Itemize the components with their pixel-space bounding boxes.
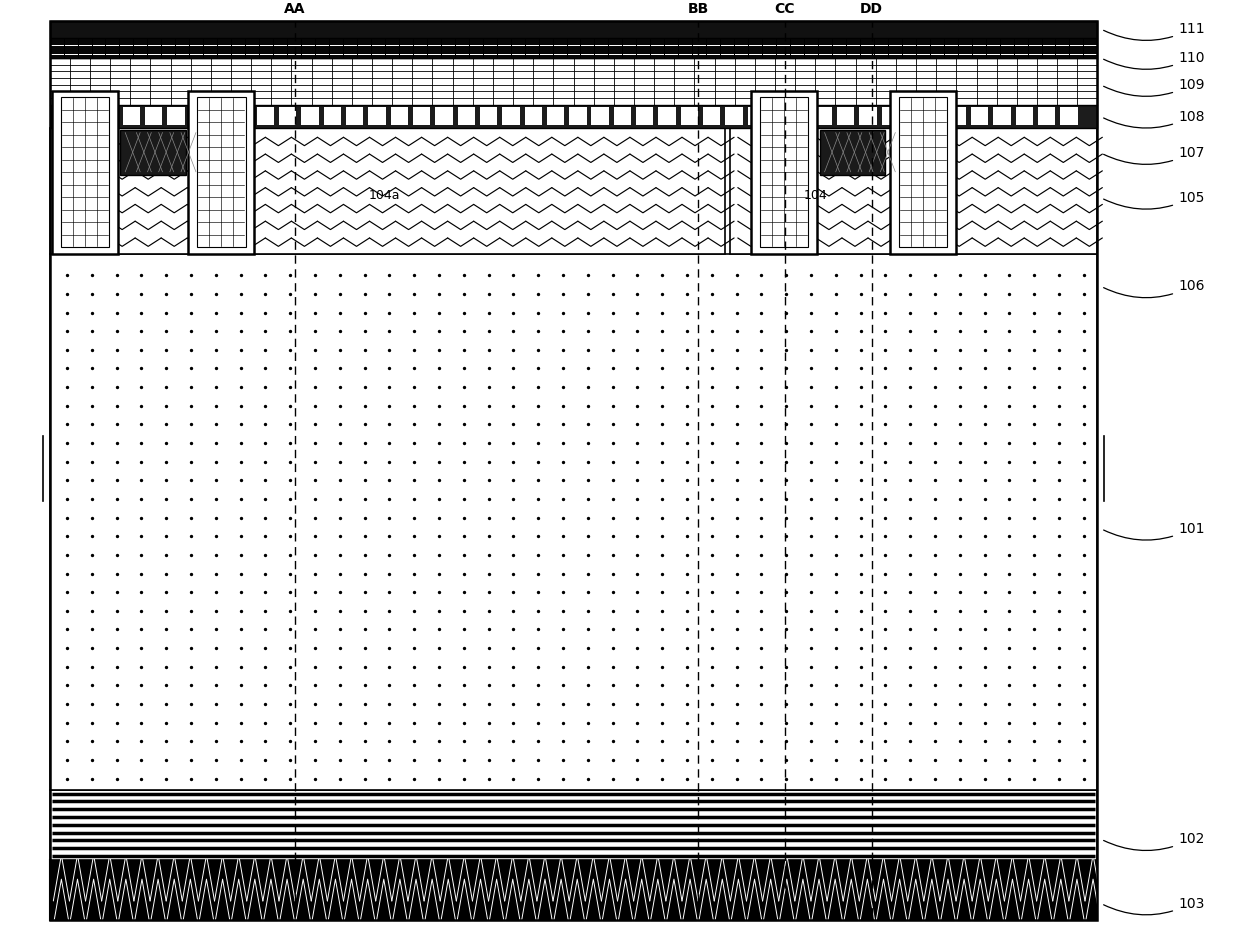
Bar — [279, 107, 296, 125]
Bar — [50, 104, 1097, 128]
Bar — [324, 107, 341, 125]
Bar — [234, 107, 252, 125]
Bar — [78, 107, 95, 125]
Bar — [993, 107, 1011, 125]
Text: CC: CC — [775, 2, 795, 16]
Bar — [904, 107, 921, 125]
Bar — [614, 107, 631, 125]
Bar — [50, 58, 1097, 104]
Bar — [391, 107, 408, 125]
Bar — [50, 254, 1097, 790]
Bar — [748, 107, 765, 125]
Text: 108: 108 — [1104, 110, 1204, 128]
Bar — [949, 107, 966, 125]
Bar — [188, 91, 254, 254]
Bar — [197, 98, 246, 247]
Text: 104a: 104a — [368, 189, 401, 202]
Bar — [725, 107, 743, 125]
Text: 106: 106 — [1104, 280, 1204, 298]
Bar — [926, 107, 944, 125]
Bar — [569, 107, 587, 125]
Bar — [190, 107, 207, 125]
Bar — [100, 107, 118, 125]
Bar — [681, 107, 698, 125]
Bar — [52, 91, 118, 254]
Bar — [591, 107, 609, 125]
Text: 107: 107 — [1104, 146, 1204, 164]
Bar — [120, 130, 186, 175]
Bar — [971, 107, 988, 125]
Bar — [703, 107, 720, 125]
Bar — [815, 107, 832, 125]
Bar — [145, 107, 162, 125]
Bar — [413, 107, 430, 125]
Bar — [123, 107, 140, 125]
Bar — [837, 107, 854, 125]
Bar — [435, 107, 453, 125]
Bar — [368, 107, 386, 125]
Bar — [859, 107, 877, 125]
Bar — [547, 107, 564, 125]
Bar — [1038, 107, 1055, 125]
Text: AA: AA — [284, 2, 306, 16]
Bar — [820, 130, 885, 175]
Bar — [50, 21, 1097, 920]
Text: 111: 111 — [1104, 23, 1204, 40]
Bar — [346, 107, 363, 125]
Text: 102: 102 — [1104, 832, 1204, 851]
Bar — [525, 107, 542, 125]
Text: 105: 105 — [1104, 191, 1204, 209]
Bar — [167, 107, 185, 125]
Bar — [212, 107, 229, 125]
Text: BB: BB — [687, 2, 709, 16]
Text: 103: 103 — [1104, 897, 1204, 915]
Bar — [50, 860, 1097, 920]
Bar — [61, 98, 109, 247]
Text: 104: 104 — [804, 189, 828, 202]
Bar — [890, 91, 956, 254]
Bar — [882, 107, 899, 125]
Bar — [502, 107, 520, 125]
Bar — [50, 38, 1097, 58]
Bar — [50, 128, 725, 254]
Bar — [1016, 107, 1033, 125]
Bar — [760, 98, 808, 247]
Bar — [792, 107, 810, 125]
Text: DD: DD — [861, 2, 883, 16]
Bar — [480, 107, 497, 125]
Bar — [56, 107, 73, 125]
Text: 110: 110 — [1104, 51, 1204, 69]
Bar — [50, 21, 1097, 38]
Bar — [899, 98, 947, 247]
Bar — [730, 128, 1097, 254]
Text: 109: 109 — [1104, 78, 1204, 97]
Bar — [770, 107, 787, 125]
Bar — [458, 107, 475, 125]
Bar — [301, 107, 319, 125]
Bar — [751, 91, 817, 254]
Bar — [658, 107, 676, 125]
Text: 101: 101 — [1104, 522, 1204, 540]
Bar — [257, 107, 274, 125]
Bar — [1060, 107, 1078, 125]
Bar — [636, 107, 653, 125]
Bar — [50, 790, 1097, 860]
